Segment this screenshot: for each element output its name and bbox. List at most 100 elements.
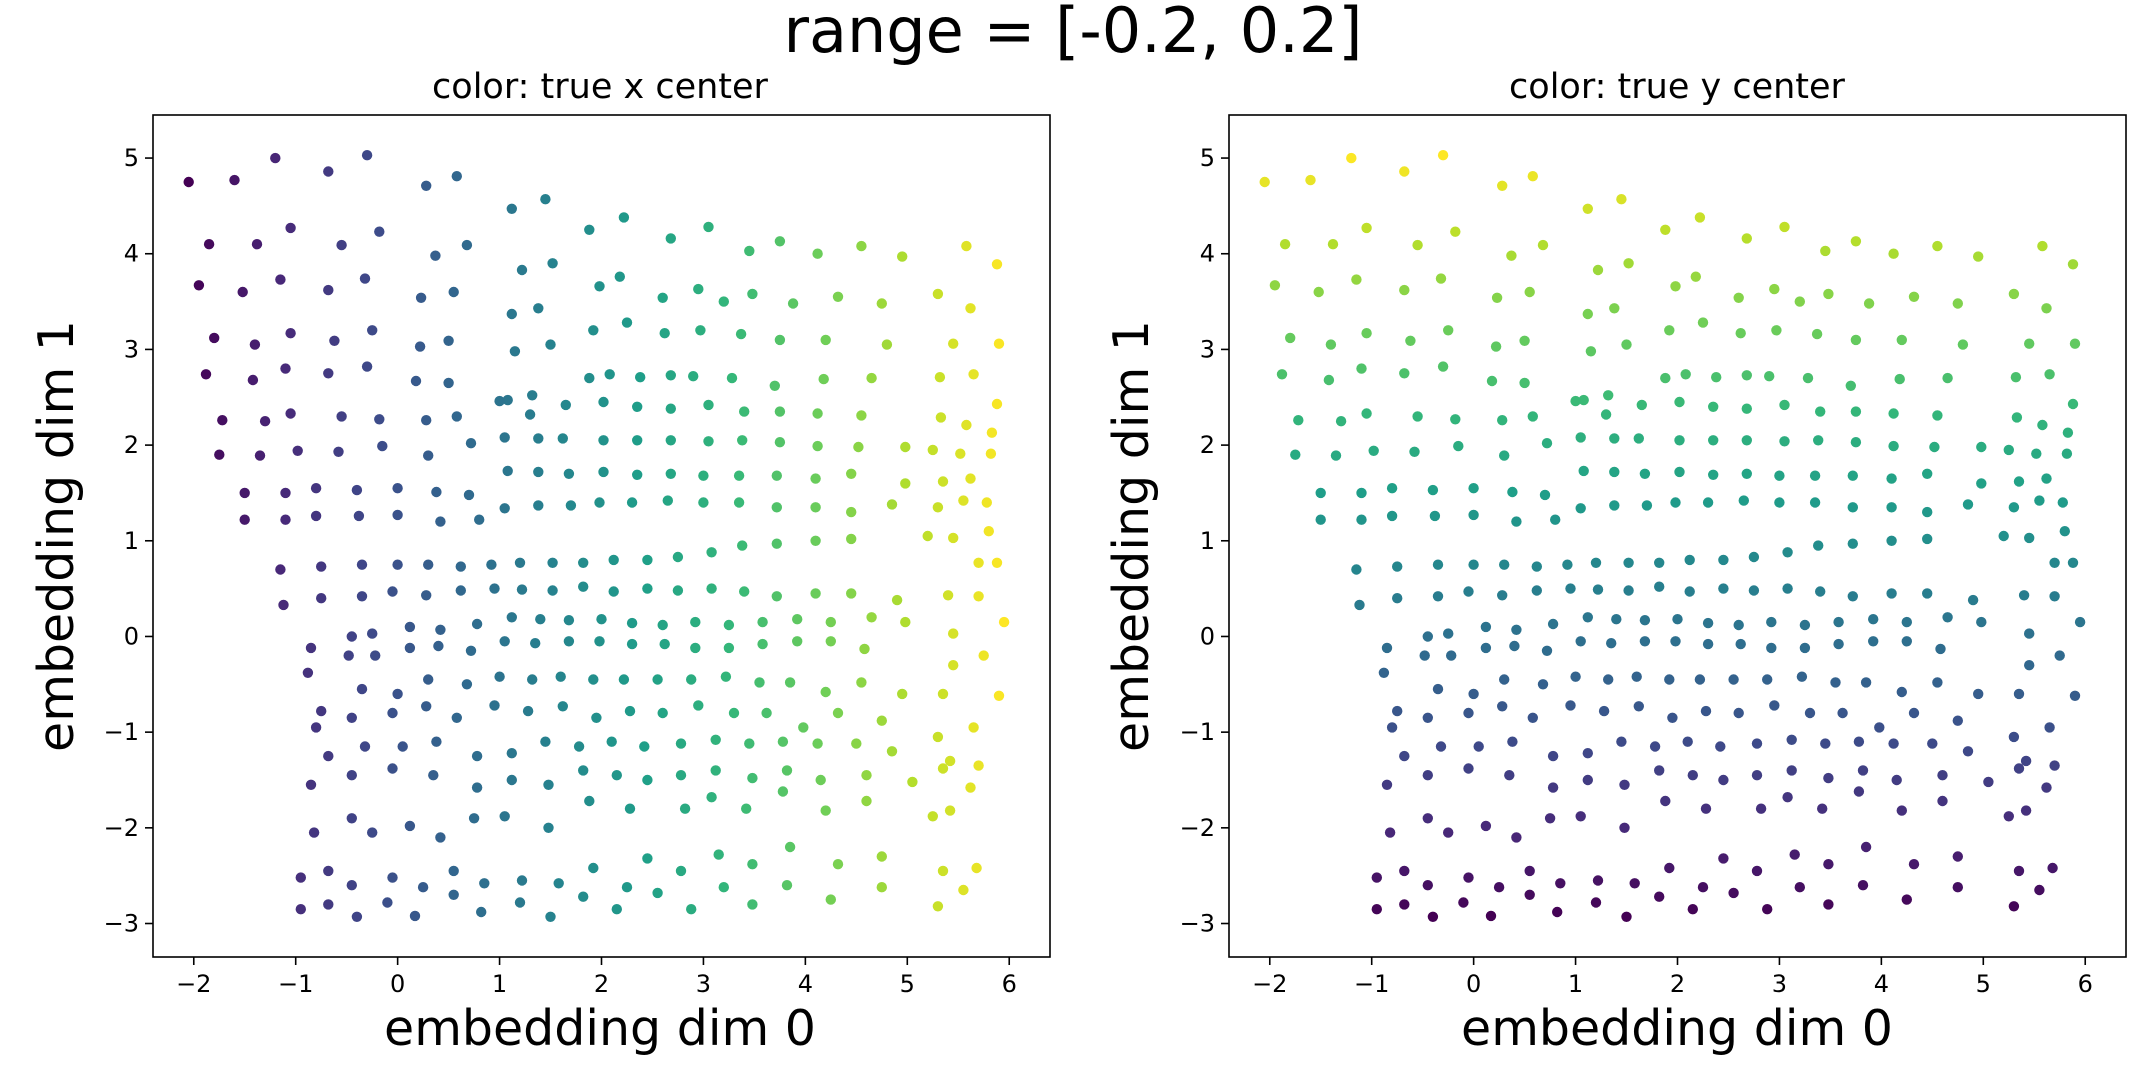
- scatter-point: [1279, 239, 1291, 250]
- scatter-point: [1741, 403, 1753, 414]
- x-tick-label: 2: [594, 970, 609, 998]
- scatter-point: [1346, 152, 1357, 164]
- scatter-point: [706, 547, 717, 558]
- scatter-point: [2047, 862, 2058, 874]
- scatter-point: [305, 779, 317, 790]
- scatter-point: [771, 470, 782, 481]
- scatter-point: [370, 650, 381, 661]
- scatter-point: [965, 782, 976, 793]
- scatter-point: [937, 476, 949, 487]
- scatter-point: [356, 683, 368, 695]
- scatter-point: [1497, 701, 1508, 712]
- x-axis-label-y-center: embedding dim 0: [1461, 1000, 1893, 1057]
- scatter-point: [557, 433, 568, 444]
- scatter-point: [1419, 650, 1430, 661]
- scatter-point: [1598, 705, 1610, 717]
- scatter-point: [578, 891, 589, 902]
- scatter-point: [1850, 437, 1862, 448]
- scatter-point: [1463, 872, 1474, 883]
- scatter-point: [1575, 503, 1586, 514]
- scatter-point: [851, 738, 862, 749]
- scatter-point: [1786, 734, 1797, 745]
- scatter-point: [1437, 150, 1449, 161]
- scatter-point: [1537, 679, 1549, 690]
- scatter-point: [1361, 408, 1372, 419]
- scatter-point: [1813, 540, 1824, 551]
- scatter-point: [846, 533, 857, 545]
- scatter-point: [1694, 212, 1706, 223]
- scatter-point: [1582, 308, 1594, 320]
- scatter-point: [792, 636, 803, 647]
- scatter-point: [2008, 502, 2020, 513]
- scatter-point: [1786, 765, 1797, 776]
- scatter-point: [430, 250, 441, 261]
- scatter-point: [1922, 533, 1933, 545]
- scatter-point: [856, 240, 867, 252]
- scatter-point: [1639, 468, 1651, 479]
- scatter-point: [652, 887, 663, 899]
- scatter-point: [825, 894, 836, 905]
- scatter-point: [443, 377, 454, 389]
- scatter-point: [1351, 274, 1362, 285]
- scatter-point: [713, 849, 724, 860]
- scatter-point: [499, 636, 510, 647]
- scatter-point: [1847, 591, 1859, 602]
- scatter-point: [1611, 614, 1622, 625]
- scatter-point: [971, 862, 982, 874]
- scatter-point: [907, 776, 918, 788]
- scatter-point: [346, 880, 357, 891]
- scatter-point: [1741, 468, 1753, 479]
- scatter-point: [397, 741, 408, 752]
- scatter-point: [1718, 853, 1729, 864]
- scatter-point: [2020, 805, 2032, 816]
- scatter-point: [1857, 880, 1869, 891]
- scatter-point: [675, 770, 687, 781]
- scatter-point: [1837, 707, 1848, 719]
- scatter-point: [1639, 636, 1651, 647]
- scatter-point: [1463, 763, 1474, 774]
- scatter-point: [861, 795, 872, 807]
- scatter-point: [747, 859, 758, 870]
- scatter-point: [553, 878, 564, 889]
- scatter-point: [1609, 303, 1620, 314]
- scatter-point: [1942, 612, 1953, 623]
- x-tick-label: 5: [1976, 970, 1991, 998]
- scatter-point: [1575, 636, 1586, 647]
- scatter-point: [2008, 288, 2020, 300]
- scatter-point: [1305, 174, 1316, 186]
- scatter-point: [239, 514, 250, 525]
- scatter-point: [2057, 497, 2068, 508]
- scatter-point: [1886, 473, 1897, 484]
- scatter-point: [1998, 530, 2009, 542]
- scatter-point: [451, 171, 462, 182]
- scatter-point: [832, 707, 844, 719]
- scatter-point: [632, 401, 643, 412]
- scatter-point: [2034, 495, 2045, 506]
- scatter-point: [825, 616, 836, 628]
- y-tick-label: 0: [1200, 622, 1215, 650]
- x-tick-label: 2: [1670, 970, 1685, 998]
- scatter-point: [428, 770, 439, 781]
- scatter-point: [1847, 538, 1859, 549]
- scatter-point: [1519, 335, 1530, 346]
- scatter-point: [1660, 372, 1671, 384]
- scatter-point: [392, 688, 403, 700]
- y-axis-label-y-center: embedding dim 1: [1103, 320, 1160, 752]
- scatter-point: [1927, 738, 1938, 749]
- scatter-point: [343, 650, 354, 661]
- scatter-point: [239, 487, 250, 499]
- scatter-point: [594, 281, 605, 292]
- scatter-point: [323, 368, 334, 379]
- scatter-point: [1935, 643, 1946, 655]
- scatter-point: [414, 341, 426, 352]
- scatter-point: [1672, 614, 1683, 625]
- scatter-point: [584, 795, 595, 807]
- scatter-point: [1751, 738, 1763, 749]
- scatter-point: [1578, 394, 1589, 406]
- scatter-point: [1874, 722, 1885, 733]
- scatter-point: [351, 911, 363, 922]
- scatter-point: [812, 440, 823, 452]
- scatter-point: [1524, 889, 1535, 900]
- scatter-point: [285, 222, 296, 234]
- scatter-point: [781, 765, 793, 776]
